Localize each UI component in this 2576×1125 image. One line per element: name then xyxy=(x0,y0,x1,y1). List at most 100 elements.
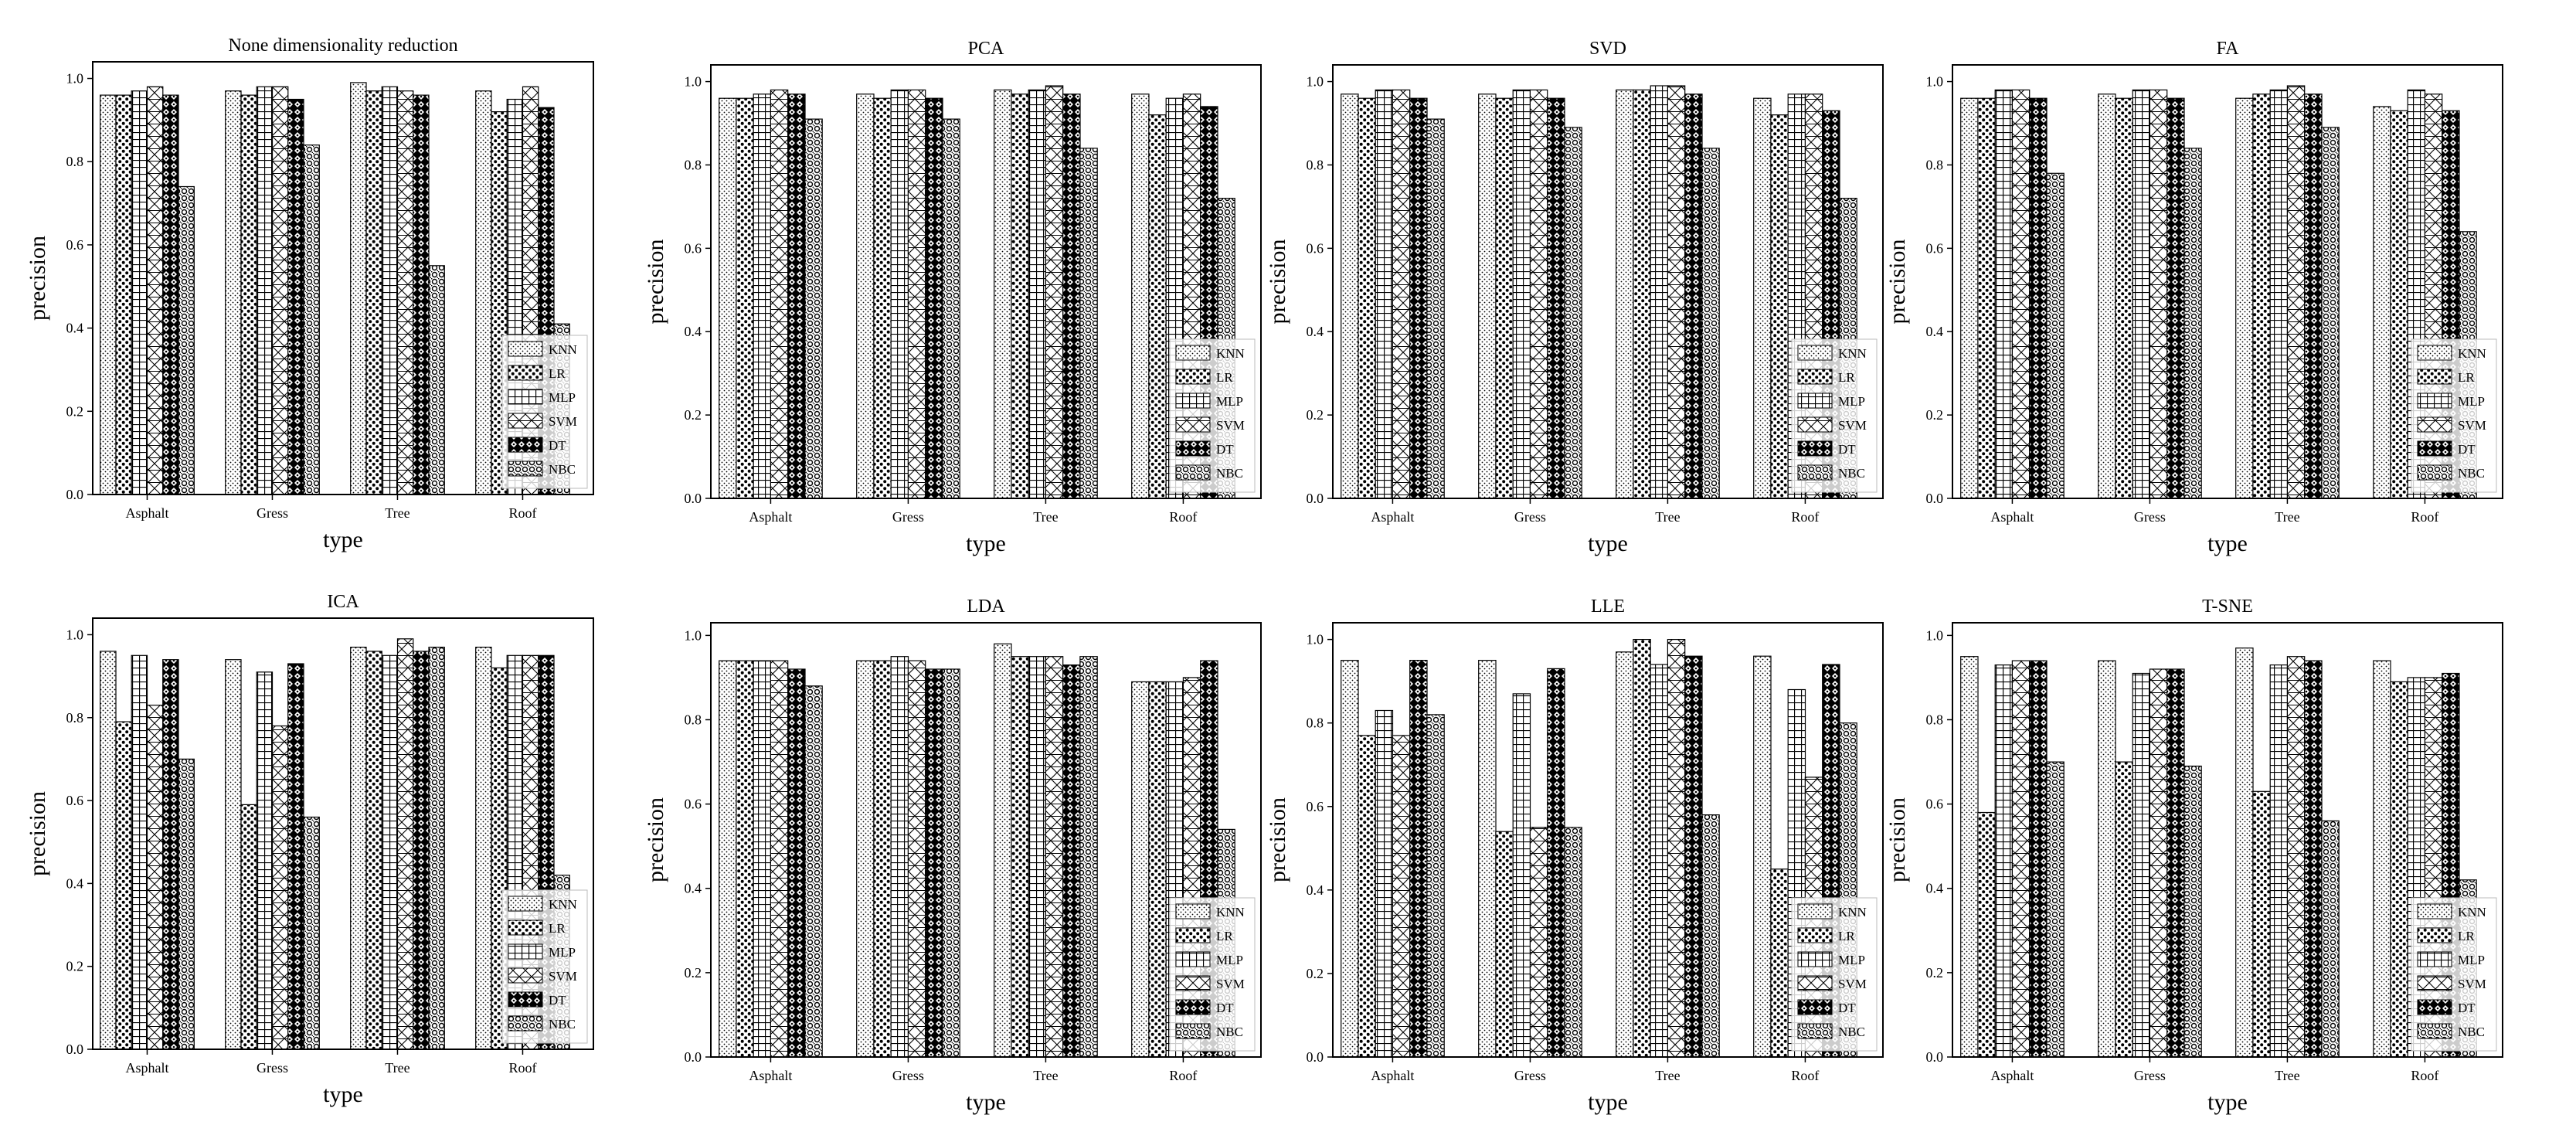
bar-mlp-gress xyxy=(890,89,909,499)
chart-panel-4: 0.0 0.2 0.4 0.6 0.8 1.0 Asphalt Gress Tree Roof IC… xyxy=(25,592,594,1107)
legend-label-lr: LR xyxy=(549,366,566,381)
x-axis-label: type xyxy=(1588,1089,1628,1115)
chart-panel-1: 0.0 0.2 0.4 0.6 0.8 1.0 Asphalt Gress Tree Roof PC… xyxy=(643,39,1262,556)
bar-nbc-tree xyxy=(1701,148,1720,499)
bar-svm-tree xyxy=(1045,85,1064,499)
bar-nbc-gress xyxy=(2183,765,2202,1058)
bar-nbc-asphalt xyxy=(804,118,823,499)
bar-lr-gress xyxy=(873,97,892,499)
y-tick-label: 0.6 xyxy=(66,793,84,808)
x-tick-label: Asphalt xyxy=(125,505,168,521)
x-tick-label: Asphalt xyxy=(1371,1068,1414,1083)
legend-swatch-mlp xyxy=(508,389,543,405)
bar-svm-gress xyxy=(271,725,289,1050)
y-tick-label: 1.0 xyxy=(1307,74,1324,90)
y-tick-label: 0.0 xyxy=(685,1049,702,1065)
legend-label-dt: DT xyxy=(549,993,566,1008)
y-tick-label: 0.2 xyxy=(1307,966,1324,981)
y-tick-label: 1.0 xyxy=(685,74,702,90)
x-tick-label: Tree xyxy=(1655,1068,1680,1083)
legend-label-knn: KNN xyxy=(2458,346,2486,361)
bar-nbc-gress xyxy=(1564,127,1582,499)
legend-label-mlp: MLP xyxy=(1838,953,1865,967)
x-tick-label: Gress xyxy=(257,505,288,521)
bar-knn-tree xyxy=(994,643,1012,1058)
bar-mlp-tree xyxy=(1650,85,1669,499)
legend: KNN LR MLP SVM DT NBC xyxy=(1169,338,1256,493)
chart-panel-0: 0.0 0.2 0.4 0.6 0.8 1.0 Asphalt Gress Tree Roof No… xyxy=(25,36,594,552)
x-tick-label: Roof xyxy=(1169,509,1197,525)
bar-dt-tree xyxy=(413,94,430,495)
bar-mlp-gress xyxy=(2132,672,2151,1058)
plot-frame xyxy=(1952,622,2503,1058)
bar-nbc-tree xyxy=(1079,656,1098,1058)
bar-mlp-asphalt xyxy=(1375,89,1394,499)
x-tick-label: Roof xyxy=(1791,509,1819,525)
legend-swatch-svm xyxy=(508,413,543,429)
bar-dt-gress xyxy=(2166,668,2185,1058)
bar-lr-gress xyxy=(2115,761,2133,1058)
y-tick-label: 0.8 xyxy=(1926,157,1944,172)
bar-nbc-gress xyxy=(942,668,960,1058)
bar-lr-gress xyxy=(240,804,257,1050)
bar-nbc-asphalt xyxy=(178,185,195,495)
legend-label-svm: SVM xyxy=(549,414,577,429)
chart-title: None dimensionality reduction xyxy=(228,36,457,56)
x-tick-label: Roof xyxy=(508,505,536,521)
bar-lr-tree xyxy=(1633,638,1651,1058)
y-tick-label: 0.4 xyxy=(685,324,702,339)
legend-label-knn: KNN xyxy=(1216,905,1245,919)
legend-label-nbc: NBC xyxy=(1216,466,1243,481)
bar-dt-tree xyxy=(413,651,430,1050)
y-tick-label: 0.6 xyxy=(66,237,84,253)
bar-svm-tree xyxy=(1667,638,1686,1058)
y-tick-label: 0.2 xyxy=(66,959,84,974)
legend-swatch-knn xyxy=(2417,903,2452,919)
x-tick-label: Gress xyxy=(1514,1068,1546,1083)
y-tick-label: 0.6 xyxy=(1926,797,1944,812)
legend: KNN LR MLP SVM DT NBC xyxy=(501,889,588,1044)
chart-panel-6: 0.0 0.2 0.4 0.6 0.8 1.0 Asphalt Gress Tree Roof LL… xyxy=(1265,596,1884,1115)
x-tick-label: Gress xyxy=(892,1068,924,1083)
y-tick-label: 0.6 xyxy=(1307,240,1324,256)
legend-label-lr: LR xyxy=(1216,370,1233,385)
y-tick-label: 1.0 xyxy=(1307,632,1324,647)
bar-knn-asphalt xyxy=(100,94,117,495)
legend-swatch-lr xyxy=(2417,927,2452,943)
bar-mlp-tree xyxy=(2269,664,2289,1058)
bar-lr-asphalt xyxy=(115,721,132,1050)
x-tick-label: Gress xyxy=(257,1060,288,1076)
bar-nbc-asphalt xyxy=(178,758,195,1050)
x-tick-label: Tree xyxy=(385,1060,410,1076)
bar-lr-tree xyxy=(1633,89,1651,499)
legend-label-svm: SVM xyxy=(1838,977,1867,991)
legend-label-mlp: MLP xyxy=(1838,394,1865,409)
bar-knn-roof xyxy=(2373,660,2391,1058)
plot-frame xyxy=(710,622,1262,1058)
bar-svm-tree xyxy=(1045,656,1064,1058)
bar-dt-gress xyxy=(2166,97,2185,499)
bar-mlp-asphalt xyxy=(753,93,772,499)
bar-lr-gress xyxy=(2115,97,2133,499)
y-tick-label: 0.2 xyxy=(685,965,702,981)
legend-label-mlp: MLP xyxy=(549,390,576,405)
bar-mlp-asphalt xyxy=(1994,664,2014,1058)
legend-label-lr: LR xyxy=(549,921,566,936)
bar-knn-asphalt xyxy=(1960,656,1979,1058)
bar-lr-gress xyxy=(1495,97,1514,499)
legend-label-nbc: NBC xyxy=(1838,1025,1865,1039)
bar-dt-asphalt xyxy=(2029,97,2048,499)
x-tick-label: Roof xyxy=(2411,1068,2438,1083)
bar-mlp-tree xyxy=(2269,89,2289,499)
y-tick-label: 0.4 xyxy=(1926,324,1944,339)
plot-frame xyxy=(1952,64,2503,499)
x-tick-label: Tree xyxy=(1033,1068,1058,1083)
chart-title: T-SNE xyxy=(2202,596,2253,617)
bar-mlp-tree xyxy=(1650,664,1669,1058)
bar-mlp-asphalt xyxy=(753,660,772,1058)
bar-lr-roof xyxy=(1770,114,1789,499)
bar-knn-roof xyxy=(475,90,492,495)
bar-lr-asphalt xyxy=(1358,97,1376,499)
y-tick-label: 0.4 xyxy=(66,875,84,891)
y-axis-label: precision xyxy=(25,236,50,321)
